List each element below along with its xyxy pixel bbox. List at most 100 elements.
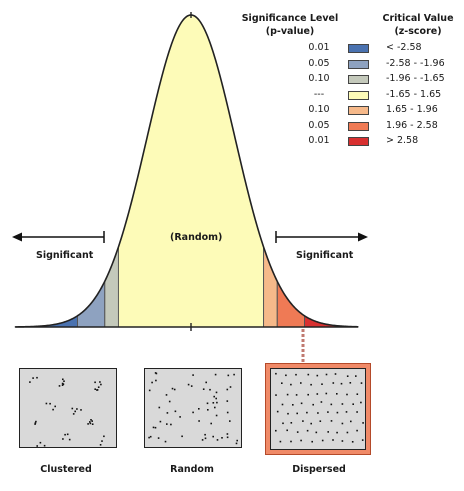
point-marker	[349, 382, 352, 384]
point-marker	[275, 394, 277, 396]
point-marker	[226, 436, 229, 439]
point-marker	[281, 382, 283, 384]
legend-swatch	[348, 59, 369, 69]
point-marker	[71, 407, 74, 410]
point-marker	[360, 401, 362, 404]
point-marker	[99, 381, 101, 383]
legend-swatch	[348, 121, 369, 131]
point-marker	[171, 387, 174, 390]
point-marker	[90, 419, 92, 421]
region-165-196	[263, 246, 278, 328]
point-marker	[296, 412, 298, 415]
point-marker	[285, 374, 287, 377]
point-marker	[148, 389, 151, 392]
point-marker	[201, 439, 204, 441]
point-marker	[290, 383, 292, 386]
point-marker	[32, 377, 34, 379]
point-marker	[351, 441, 354, 443]
legend-z-range: -1.96 - -1.65	[386, 73, 445, 84]
point-marker	[89, 422, 92, 425]
point-marker	[155, 379, 157, 382]
point-marker	[36, 376, 38, 379]
point-marker	[317, 412, 319, 414]
point-marker	[334, 373, 337, 375]
point-marker	[310, 383, 312, 386]
point-marker	[68, 438, 71, 441]
point-marker	[229, 386, 232, 388]
point-marker	[207, 409, 209, 411]
point-marker	[52, 408, 54, 411]
legend-header-z: Critical Value (z-score)	[378, 12, 458, 38]
left-arrow-head	[12, 232, 22, 242]
point-marker	[229, 420, 231, 422]
point-marker	[300, 402, 303, 405]
point-marker	[39, 441, 42, 444]
point-marker	[346, 375, 349, 377]
point-marker	[302, 420, 304, 422]
point-marker	[300, 439, 302, 442]
point-marker	[226, 400, 229, 402]
legend-header-p: Significance Level (p-value)	[238, 12, 342, 38]
legend-p-value: 0.01	[308, 42, 330, 53]
point-marker	[49, 402, 51, 405]
legend-row: --- -1.65 - 1.65	[0, 89, 464, 102]
point-marker	[226, 433, 229, 435]
point-marker	[316, 393, 319, 395]
point-marker	[214, 373, 217, 376]
point-marker	[281, 403, 284, 406]
point-marker	[315, 431, 318, 434]
point-marker	[151, 381, 153, 384]
point-marker	[236, 439, 238, 442]
point-marker	[276, 410, 279, 413]
point-marker	[306, 429, 309, 432]
point-marker	[332, 439, 334, 441]
point-marker	[226, 388, 229, 391]
point-marker	[336, 431, 338, 434]
point-marker	[330, 403, 333, 406]
point-marker	[43, 444, 46, 447]
point-marker	[355, 375, 357, 377]
legend-swatch	[348, 106, 369, 115]
point-marker	[174, 410, 177, 413]
point-marker	[296, 431, 299, 433]
point-marker	[275, 372, 277, 375]
legend-row: 0.05 1.96 - 2.58	[0, 120, 464, 133]
legend-z-range: -2.58 - -1.96	[386, 57, 445, 69]
point-marker	[332, 382, 335, 384]
legend-p-value: 0.05	[308, 119, 330, 131]
legend-row: 0.01 < -2.58	[0, 42, 464, 55]
point-marker	[319, 420, 322, 422]
point-marker	[341, 440, 344, 442]
point-marker	[97, 386, 100, 388]
point-marker	[226, 411, 229, 414]
random-panel	[144, 368, 242, 448]
point-marker	[204, 437, 207, 440]
point-marker	[61, 384, 64, 386]
legend-p-value: 0.01	[308, 135, 330, 146]
legend-row: 0.05 -2.58 - -1.96	[0, 58, 464, 71]
point-marker	[192, 374, 194, 376]
point-marker	[94, 388, 96, 390]
point-marker	[279, 440, 282, 443]
point-marker	[321, 439, 324, 442]
point-marker	[62, 378, 64, 381]
point-marker	[54, 405, 56, 408]
point-marker	[320, 401, 323, 403]
point-marker	[35, 420, 37, 423]
legend-row: 0.01 > 2.58	[0, 135, 464, 148]
point-marker	[155, 372, 158, 375]
legend-swatch	[348, 90, 369, 100]
point-marker	[157, 437, 160, 439]
point-marker	[321, 383, 323, 385]
point-marker	[206, 402, 209, 405]
region-196-165	[104, 246, 119, 328]
point-marker	[99, 444, 102, 446]
point-marker	[179, 416, 181, 418]
point-marker	[282, 422, 284, 425]
point-marker	[360, 382, 363, 384]
point-marker	[327, 411, 329, 413]
point-marker	[336, 393, 338, 395]
point-marker	[212, 435, 214, 438]
point-marker	[361, 439, 364, 441]
point-marker	[212, 402, 215, 404]
